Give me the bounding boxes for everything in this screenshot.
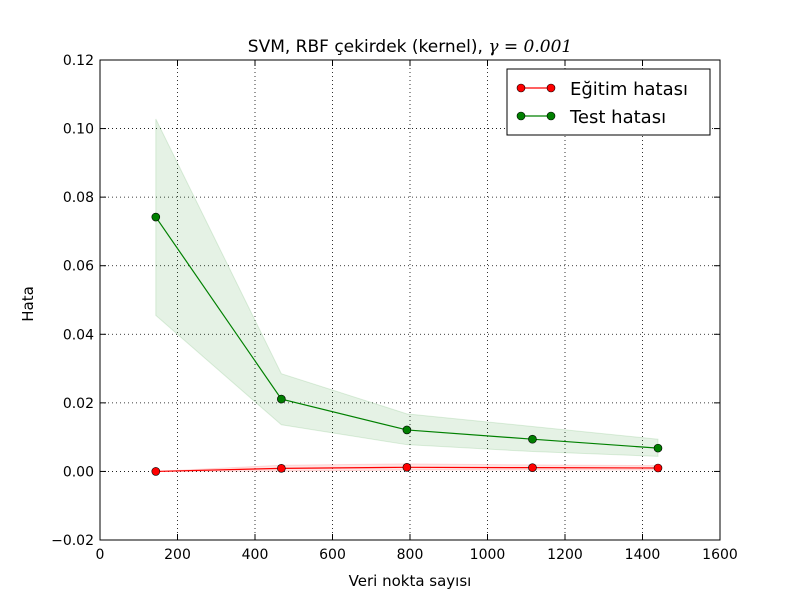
x-tick-label: 1400: [625, 547, 661, 563]
x-axis-label: Veri nokta sayısı: [349, 572, 472, 590]
y-tick-label: −0.02: [51, 533, 94, 549]
y-tick-label: 0.00: [63, 464, 94, 480]
legend-training-label: Eğitim hatası: [570, 79, 688, 100]
chart-title: SVM, RBF çekirdek (kernel), γ = 0.001: [248, 37, 572, 57]
x-tick-label: 1600: [702, 547, 738, 563]
y-axis-label: Hata: [19, 286, 37, 322]
test-error-point: [528, 434, 537, 444]
x-tick-label: 800: [397, 547, 424, 563]
series-points: [151, 212, 663, 476]
test-error-point: [151, 212, 161, 222]
training-error-point: [151, 467, 161, 476]
x-tick-label: 1000: [470, 547, 506, 563]
x-tick-label: 200: [164, 547, 191, 563]
x-tick-label: 1200: [547, 547, 583, 563]
test-error-point: [277, 394, 286, 404]
test-error-point: [402, 425, 412, 435]
chart-title-math: γ = 0.001: [488, 37, 572, 57]
y-tick-label: 0.02: [63, 396, 94, 412]
training-error-point: [402, 463, 412, 472]
training-error-point: [277, 464, 286, 473]
legend: Eğitim hatası Test hatası: [506, 68, 711, 136]
chart-title-text: SVM, RBF çekirdek (kernel),: [248, 37, 489, 57]
legend-test-marker: [516, 111, 526, 121]
x-tick-label: 600: [319, 547, 346, 563]
test-error-point: [653, 443, 663, 453]
training-error-point: [653, 463, 663, 473]
x-tick-label: 0: [96, 547, 105, 563]
y-tick-label: 0.06: [63, 259, 94, 275]
y-tick-label: 0.10: [63, 122, 94, 138]
legend-training-marker: [516, 83, 526, 93]
test-error-band: [155, 118, 659, 457]
y-tick-label: 0.08: [63, 190, 94, 206]
x-tick-label: 400: [242, 547, 269, 563]
y-tick-label: 0.04: [63, 327, 94, 343]
axis-ticks: 0 200 400 600 800 1000 1200 1400 1600 −0.02 0.00 0.…: [51, 53, 738, 563]
legend-box: [506, 68, 711, 136]
y-tick-label: 0.12: [63, 53, 94, 69]
legend-training-marker: [546, 83, 556, 93]
legend-test-label: Test hatası: [569, 107, 666, 128]
training-error-point: [528, 463, 537, 472]
legend-test-marker: [546, 111, 556, 121]
